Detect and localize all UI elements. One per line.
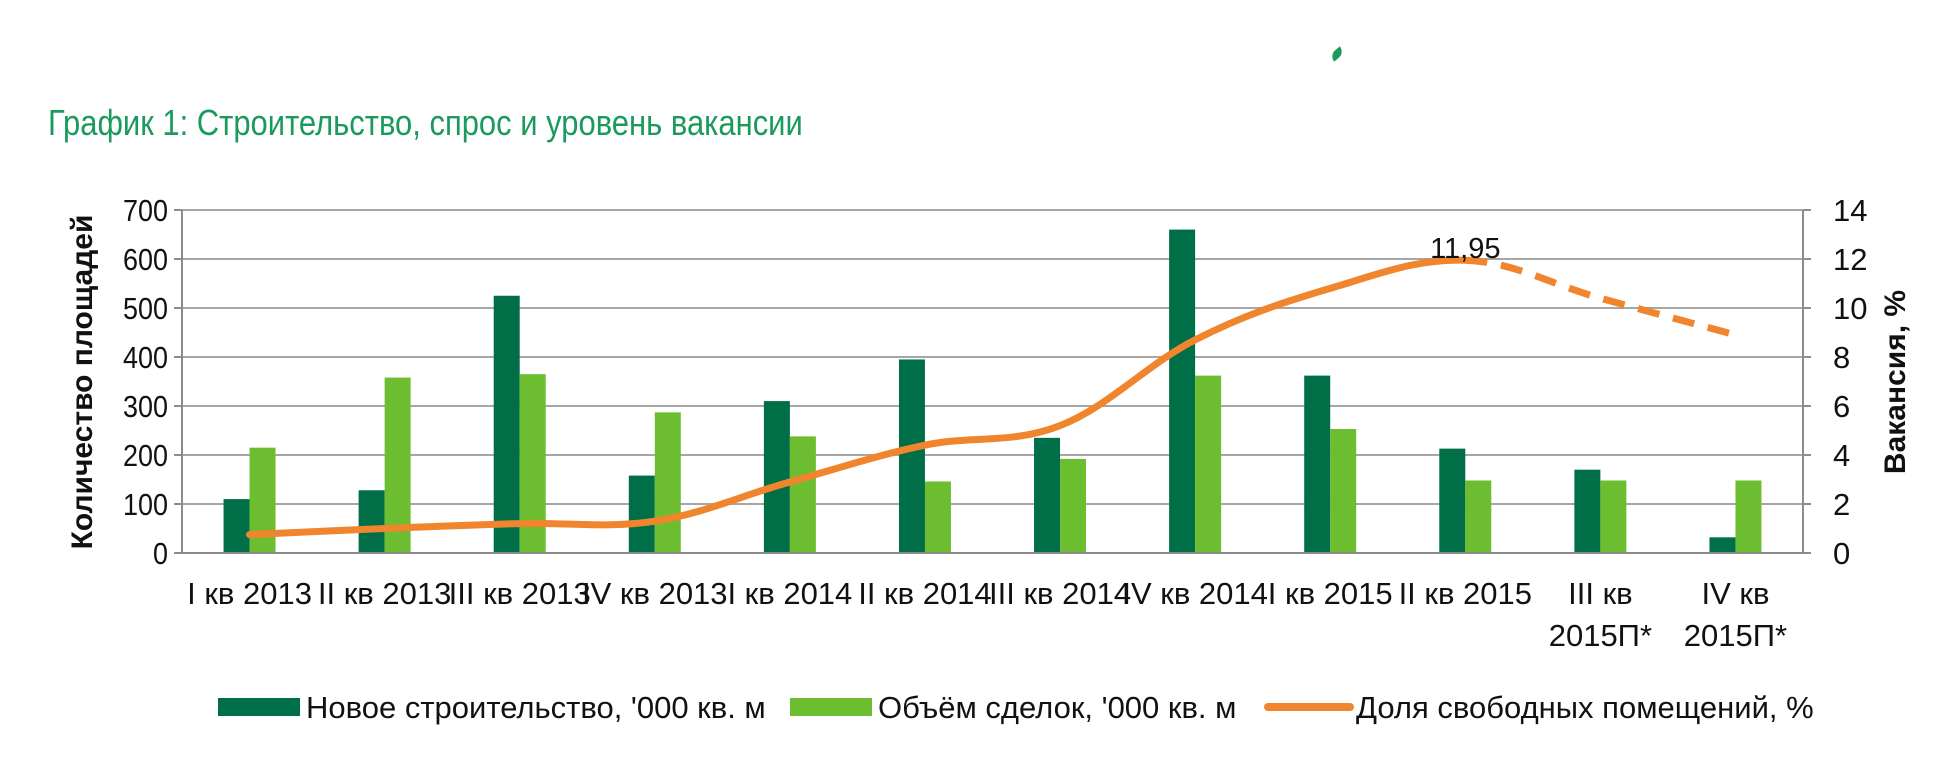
right-axis-ticks: 0 2 4 6 8 10 12 14: [1803, 193, 1867, 571]
left-tick-label: 200: [123, 438, 168, 473]
chart-title: График 1: Строительство, спрос и уровень…: [48, 102, 803, 143]
legend-swatch: [790, 698, 872, 716]
x-tick-label: I кв 2014: [727, 576, 852, 611]
vacancy-line: [246, 256, 1737, 539]
legend-label: Объём сделок, '000 кв. м: [878, 690, 1236, 725]
vacancy-line-actual: [246, 256, 1469, 539]
left-tick-label: 400: [123, 340, 168, 375]
legend-label: Доля свободных помещений, %: [1356, 690, 1814, 725]
bar-transactions: [1195, 375, 1222, 553]
left-tick-label: 300: [123, 389, 168, 424]
bar-new-construction: [358, 490, 385, 553]
right-tick-label: 4: [1833, 438, 1850, 473]
annotations: 11,95: [1430, 233, 1500, 265]
bar-transactions: [1060, 458, 1087, 553]
bar-transactions: [1735, 480, 1762, 553]
right-tick-label: 10: [1833, 291, 1867, 326]
bar-transactions: [384, 377, 411, 553]
left-tick-label: 0: [153, 536, 168, 571]
right-tick-label: 12: [1833, 242, 1867, 277]
x-tick-label: I кв 2013: [187, 576, 312, 611]
vacancy-line-forecast: [1465, 256, 1737, 339]
bar-new-construction: [1709, 537, 1736, 553]
right-tick-label: 2: [1833, 487, 1850, 522]
left-tick-label: 100: [123, 487, 168, 522]
x-tick-label: III кв: [1568, 576, 1632, 611]
x-tick-label: II кв 2014: [858, 576, 991, 611]
right-tick-label: 0: [1833, 536, 1850, 571]
y-axis-label: Количество площадей: [66, 215, 99, 550]
bar-transactions: [924, 481, 951, 553]
bar-new-construction: [1169, 229, 1196, 553]
bar-new-construction: [898, 359, 925, 553]
bar-transactions: [1600, 480, 1627, 553]
left-tick-label: 500: [123, 291, 168, 326]
left-tick-label: 700: [123, 193, 168, 228]
legend-label: Новое строительство, '000 кв. м: [306, 690, 766, 725]
bar-new-construction: [223, 499, 250, 553]
bar-transactions: [654, 412, 681, 553]
bar-new-construction: [1574, 469, 1601, 553]
x-tick-label: II кв 2015: [1399, 576, 1532, 611]
legend-swatch: [218, 698, 300, 716]
x-tick-label: 2015П*: [1549, 618, 1652, 653]
right-tick-label: 8: [1833, 340, 1850, 375]
grid-lines: [182, 209, 1803, 505]
left-axis-ticks: 0 100 200 300 400 500 600 700: [123, 193, 182, 571]
bar-transactions: [1465, 480, 1492, 553]
x-tick-label: IV кв: [1701, 576, 1769, 611]
bar-transactions: [789, 436, 816, 553]
x-tick-label: 2015П*: [1684, 618, 1787, 653]
bar-new-construction: [628, 475, 655, 553]
y2-axis-label: Вакансия, %: [1879, 290, 1912, 474]
x-tick-label: III кв 2013: [449, 576, 591, 611]
legend: Новое строительство, '000 кв. м Объём сде…: [218, 690, 1814, 725]
left-tick-label: 600: [123, 242, 168, 277]
axes: [181, 210, 1804, 554]
bar-new-construction: [1304, 375, 1331, 553]
data-label: 11,95: [1430, 233, 1500, 265]
bar-new-construction: [1034, 437, 1061, 553]
right-tick-label: 14: [1833, 193, 1867, 228]
right-tick-label: 6: [1833, 389, 1850, 424]
bar-new-construction: [763, 401, 790, 553]
x-tick-label: I кв 2015: [1268, 576, 1393, 611]
x-tick-label: IV кв 2014: [1122, 576, 1268, 611]
bar-new-construction: [1439, 448, 1466, 553]
x-tick-label: III кв 2014: [989, 576, 1131, 611]
x-tick-label: IV кв 2013: [582, 576, 728, 611]
bar-new-construction: [493, 295, 520, 553]
x-tick-label: II кв 2013: [318, 576, 451, 611]
bar-transactions: [1330, 429, 1357, 553]
